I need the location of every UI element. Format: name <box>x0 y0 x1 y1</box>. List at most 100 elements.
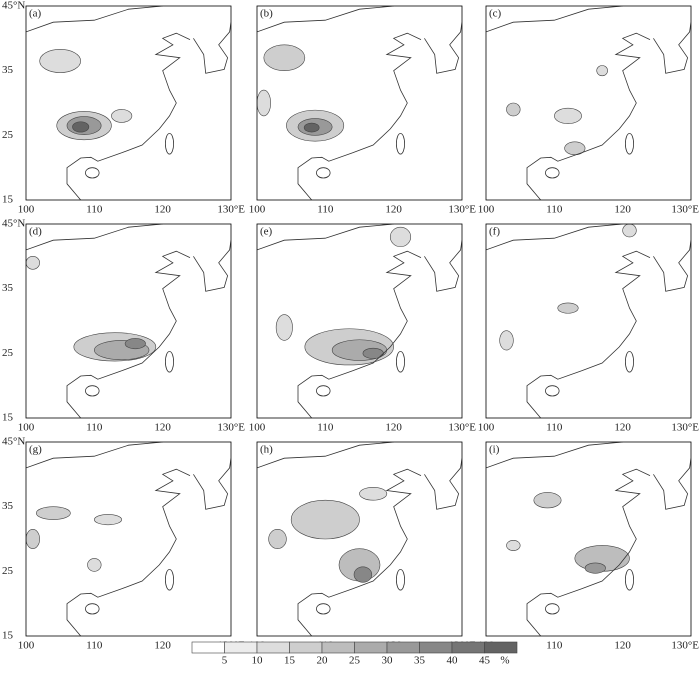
x-tick-label: 120 <box>614 640 631 652</box>
map-content <box>486 442 691 636</box>
x-tick-label: 110 <box>86 640 103 652</box>
y-tick-label: 35 <box>2 500 14 512</box>
island <box>625 350 635 373</box>
x-tick-label: 120 <box>154 204 171 216</box>
coastline <box>66 468 191 636</box>
map-panel: (c) 100 110 120 130°E <box>478 5 699 216</box>
shaded-region <box>72 121 90 133</box>
shaded-region <box>39 49 81 73</box>
coastline <box>193 458 231 510</box>
x-tick-label: 110 <box>86 204 103 216</box>
x-tick-label: 100 <box>18 640 35 652</box>
shaded-region <box>389 226 412 247</box>
y-tick-label: 15 <box>2 412 14 424</box>
shaded-region <box>275 314 293 341</box>
colorbar-tick-label: 40 <box>447 655 459 667</box>
colorbar-tick-label: 10 <box>252 655 264 667</box>
shaded-region <box>124 338 146 350</box>
colorbar-tick-label: 20 <box>317 655 329 667</box>
shaded-region <box>564 141 586 156</box>
shaded-region <box>506 539 521 551</box>
x-tick-label: 130°E <box>671 204 699 216</box>
x-tick-label: 110 <box>317 204 334 216</box>
island <box>625 132 635 155</box>
shaded-region <box>111 109 133 123</box>
shaded-region <box>353 566 373 583</box>
y-tick-label: 45°N <box>2 0 25 12</box>
coastline <box>526 250 651 418</box>
colorbar-swatch <box>224 641 258 654</box>
map-panel: (e) 100 110 120 130°E <box>249 223 476 434</box>
x-tick-label: 100 <box>478 204 495 216</box>
shaded-region <box>622 224 637 238</box>
island <box>85 385 100 397</box>
map-panel: (b) 100 110 120 130°E <box>249 5 476 216</box>
x-tick-label: 100 <box>249 422 266 434</box>
coastline <box>653 240 691 292</box>
panel-frame <box>485 5 692 201</box>
coastline <box>486 442 623 469</box>
shaded-region <box>557 302 579 314</box>
colorbar-swatch <box>191 641 225 654</box>
coastline <box>486 224 623 251</box>
colorbar-swatch <box>321 641 355 654</box>
x-tick-label: 120 <box>614 204 631 216</box>
shaded-region <box>268 528 287 549</box>
shaded-region <box>87 558 102 572</box>
x-tick-label: 110 <box>317 422 334 434</box>
x-tick-label: 130°E <box>217 422 245 434</box>
y-tick-label: 45°N <box>2 218 25 230</box>
island <box>85 603 100 615</box>
x-tick-label: 110 <box>546 422 563 434</box>
map-panel: (f) 100 110 120 130°E <box>478 223 699 434</box>
panel-label: (a) <box>29 8 42 20</box>
map-content <box>486 224 691 418</box>
colorbar-tick-label: 15 <box>284 655 296 667</box>
x-tick-label: 120 <box>385 204 402 216</box>
colorbar-tick-label: 30 <box>382 655 394 667</box>
y-tick-label: 25 <box>2 347 14 359</box>
panel-label: (c) <box>489 8 502 20</box>
coastline <box>26 224 163 251</box>
coastline <box>26 442 163 469</box>
panel-frame <box>256 223 463 419</box>
x-tick-label: 130°E <box>448 204 476 216</box>
colorbar-swatch <box>419 641 453 654</box>
coastline <box>526 32 651 200</box>
coastline <box>26 6 163 33</box>
island <box>164 350 174 373</box>
x-tick-label: 100 <box>478 422 495 434</box>
coastline <box>424 22 462 74</box>
coastline <box>297 32 422 200</box>
map-content <box>26 6 231 200</box>
colorbar-tick-label: 45 <box>479 655 491 667</box>
shaded-region <box>94 514 122 526</box>
coastline <box>193 22 231 74</box>
panel-label: (g) <box>29 444 42 456</box>
shaded-region <box>257 89 271 117</box>
coastline <box>424 240 462 292</box>
colorbar-swatch <box>354 641 388 654</box>
coastline <box>66 250 191 418</box>
colorbar-swatch <box>484 641 518 654</box>
coastline <box>526 468 651 636</box>
map-content <box>257 224 462 418</box>
shaded-region <box>303 122 320 133</box>
panel-frame <box>25 441 232 637</box>
island <box>316 385 331 397</box>
colorbar-tick-label: 35 <box>414 655 426 667</box>
coastline <box>297 468 422 636</box>
shaded-region <box>554 107 582 124</box>
shaded-region <box>362 347 384 359</box>
island <box>316 167 331 179</box>
x-tick-label: 130°E <box>448 422 476 434</box>
panel-label: (b) <box>260 8 273 20</box>
island <box>545 385 560 397</box>
panel-frame <box>256 5 463 201</box>
map-panel: (a) 100 110 120 130°E 15 25 35 45°N <box>2 0 245 216</box>
shaded-region <box>506 102 521 117</box>
colorbar-tick-label: 25 <box>349 655 361 667</box>
